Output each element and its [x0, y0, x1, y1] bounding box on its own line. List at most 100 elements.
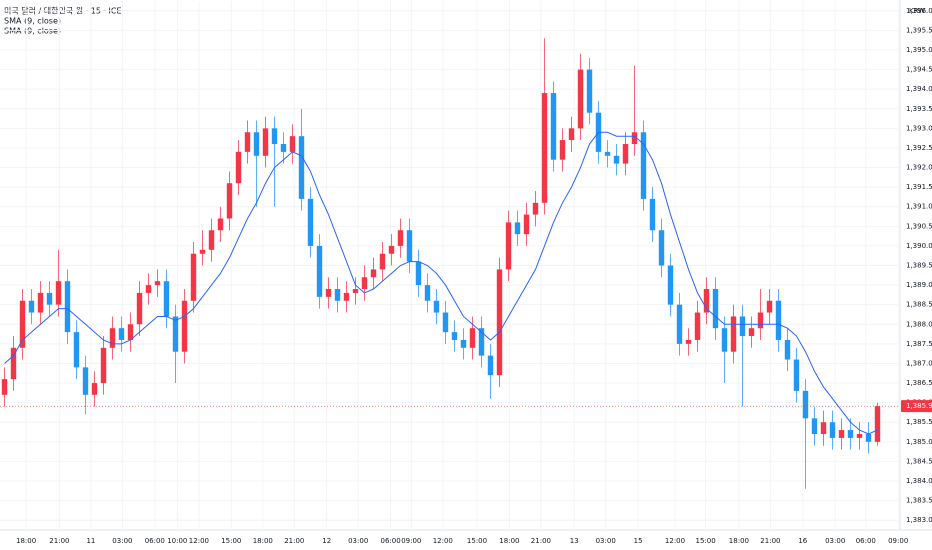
candle-body — [397, 230, 404, 246]
candle-body — [55, 281, 62, 305]
candle-body — [361, 277, 368, 290]
candle-body — [487, 355, 494, 376]
x-tick-label: 06:00 — [856, 537, 876, 545]
x-tick-label: 12:00 — [665, 537, 685, 545]
candle-body — [334, 289, 341, 301]
candle-body — [766, 300, 773, 313]
candle-body — [505, 222, 512, 270]
candle-body — [73, 332, 80, 368]
y-tick-label: 1,395.00 — [906, 46, 932, 54]
candle-body — [271, 128, 278, 145]
x-tick-label: 18:00 — [729, 537, 749, 545]
candle-body — [631, 132, 638, 145]
candle-body — [865, 433, 872, 442]
candle-body — [262, 128, 269, 156]
candle-body — [388, 245, 395, 254]
candle-body — [721, 328, 728, 352]
currency-label: KRW — [909, 7, 925, 15]
y-tick-label: 1,395.50 — [906, 26, 932, 34]
candle-body — [802, 390, 809, 419]
candle-body — [406, 230, 413, 262]
candle-body — [469, 328, 476, 348]
candle-body — [739, 316, 746, 337]
x-tick-label: 15:00 — [467, 537, 487, 545]
candle-body — [532, 202, 539, 215]
x-tick-label: 11 — [86, 537, 95, 545]
candle-body — [667, 265, 674, 305]
candle-body — [46, 292, 53, 305]
candle-body — [460, 339, 467, 348]
y-tick-label: 1,384.00 — [906, 477, 932, 485]
candle-body — [370, 269, 377, 278]
candle-body — [190, 253, 197, 301]
x-tick-label: 21:00 — [49, 537, 69, 545]
x-tick-label: 03:00 — [112, 537, 132, 545]
indicator-label: SMA (9, close) — [4, 27, 61, 36]
candle-body — [181, 300, 188, 352]
y-tick-label: 1,386.50 — [906, 379, 932, 387]
x-tick-label: 03:00 — [348, 537, 368, 545]
candle-body — [541, 93, 548, 203]
y-tick-label: 1,388.50 — [906, 301, 932, 309]
candle-body — [325, 289, 332, 297]
candle-body — [154, 281, 161, 286]
candle-body — [586, 69, 593, 113]
candle-body — [28, 300, 35, 313]
candle-body — [64, 281, 71, 333]
candle-body — [712, 289, 719, 329]
y-tick-label: 1,396.00 — [906, 7, 932, 15]
sma-line — [4, 131, 878, 435]
y-tick-label: 1,388.00 — [906, 320, 932, 328]
y-tick-label: 1,385.00 — [906, 438, 932, 446]
candle-body — [550, 93, 557, 160]
x-tick-label: 03:00 — [825, 537, 845, 545]
candle-body — [613, 155, 620, 164]
x-tick-label: 18:00 — [16, 537, 36, 545]
candle-body — [280, 144, 287, 152]
y-tick-label: 1,385.50 — [906, 418, 932, 426]
candle-body — [874, 406, 881, 442]
candle-body — [91, 383, 98, 395]
candle-body — [136, 292, 143, 325]
candle-body — [649, 198, 656, 231]
candle-body — [163, 281, 170, 317]
candle-body — [433, 300, 440, 313]
candle-body — [703, 289, 710, 313]
candle-body — [244, 132, 251, 152]
candle-body — [118, 328, 125, 340]
candle-body — [217, 218, 224, 231]
candle-body — [82, 367, 89, 395]
candle-body — [226, 183, 233, 219]
candle-body — [352, 289, 359, 293]
y-tick-label: 1,393.00 — [906, 124, 932, 132]
candle-body — [307, 198, 314, 246]
x-tick-label: 21:00 — [760, 537, 780, 545]
candle-body — [289, 136, 296, 152]
candle-body — [199, 249, 206, 254]
candle-body — [793, 359, 800, 391]
x-tick-label: 12:00 — [189, 537, 209, 545]
candle-body — [559, 140, 566, 160]
candle-body — [757, 312, 764, 329]
candle-body — [172, 316, 179, 352]
candle-body — [208, 230, 215, 250]
candle-body — [127, 324, 134, 340]
candle-body — [316, 245, 323, 297]
y-tick-label: 1,390.50 — [906, 222, 932, 230]
x-tick-label: 06:00 — [145, 537, 165, 545]
candle-body — [253, 132, 260, 156]
x-tick-label: 15 — [634, 537, 643, 545]
candle-body — [622, 144, 629, 164]
candle-body — [847, 430, 854, 438]
x-tick-label: 10:00 — [167, 537, 187, 545]
candle-body — [748, 328, 755, 337]
candle-body — [784, 339, 791, 360]
candle-body — [298, 136, 305, 199]
candle-body — [496, 269, 503, 376]
candle-body — [424, 285, 431, 301]
candle-body — [145, 285, 152, 293]
candle-body — [442, 312, 449, 333]
x-tick-label: 16 — [798, 537, 807, 545]
